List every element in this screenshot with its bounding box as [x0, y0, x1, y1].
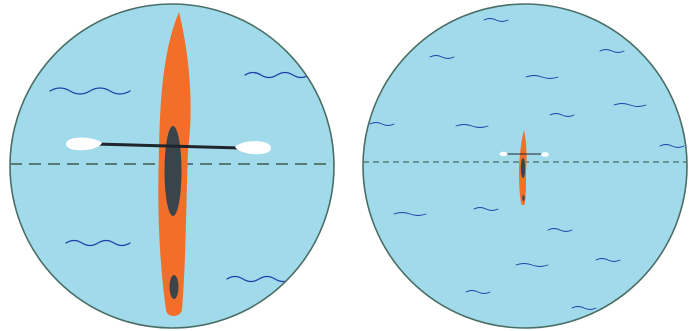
far-view-circle — [362, 3, 688, 329]
wave-icon — [599, 49, 625, 53]
rear-hatch — [169, 275, 179, 299]
wave-icon — [465, 290, 491, 294]
wave-icon — [525, 75, 559, 79]
kayak-icon — [158, 12, 191, 316]
wave-icon — [226, 275, 292, 283]
wave-icon — [571, 306, 597, 310]
cockpit — [520, 158, 526, 178]
wave-icon — [515, 263, 549, 267]
wave-icon — [455, 124, 489, 128]
wave-icon — [483, 18, 509, 22]
kayak-icon — [519, 130, 527, 206]
wave-icon — [549, 113, 575, 117]
wave-icon — [595, 258, 621, 262]
wave-icon — [659, 144, 685, 148]
wave-icon — [613, 103, 647, 107]
wave-icon — [473, 207, 499, 211]
wave-icon — [369, 122, 395, 126]
wave-icon — [244, 71, 310, 79]
rear-hatch — [522, 195, 525, 201]
paddle-icon — [66, 137, 271, 155]
wave-icon — [65, 239, 131, 247]
circle-outline — [362, 3, 688, 329]
close-view-circle — [9, 3, 335, 329]
paddle-icon — [499, 151, 549, 157]
wave-icon — [429, 55, 455, 59]
cockpit — [164, 126, 182, 216]
wave-icon — [393, 212, 427, 216]
wave-icon — [49, 87, 131, 95]
wave-icon — [547, 228, 573, 232]
circle-outline — [9, 3, 335, 329]
